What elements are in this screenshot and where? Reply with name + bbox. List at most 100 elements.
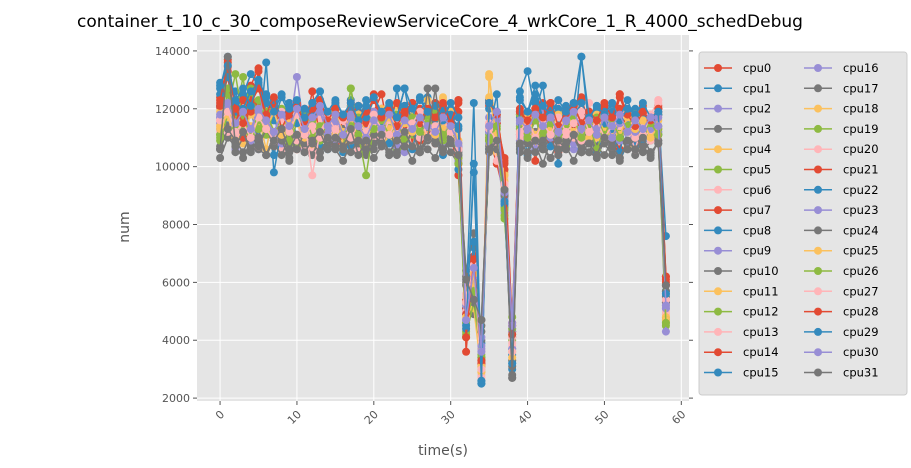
data-point [300, 113, 309, 122]
data-point [554, 96, 563, 105]
data-point [654, 139, 663, 148]
data-point [223, 52, 232, 61]
data-point [362, 145, 371, 154]
data-point [362, 136, 371, 145]
data-point [569, 99, 578, 107]
data-point [577, 133, 586, 142]
data-point [292, 73, 301, 81]
legend-label: cpu26 [843, 264, 879, 278]
data-point [292, 145, 301, 154]
data-point [646, 113, 655, 122]
data-point [439, 145, 447, 154]
data-point [239, 96, 248, 105]
data-point [285, 127, 294, 136]
legend-label: cpu30 [843, 345, 879, 359]
data-point [308, 136, 317, 145]
data-point [446, 136, 455, 145]
legend-entry-cpu29: cpu29 [804, 325, 879, 339]
x-tick-label: 60 [669, 408, 688, 427]
legend-entry-cpu15: cpu15 [704, 366, 779, 380]
data-point [508, 373, 517, 382]
x-tick-label: 40 [516, 408, 535, 427]
data-point [577, 99, 586, 107]
legend-entry-cpu17: cpu17 [804, 81, 879, 95]
data-point [638, 133, 647, 142]
data-point [477, 376, 486, 385]
data-point [354, 116, 363, 125]
data-point [377, 125, 386, 133]
data-point [631, 145, 640, 154]
legend-marker [714, 246, 722, 255]
legend-marker [814, 327, 822, 336]
data-point [300, 125, 309, 133]
legend-box [698, 51, 908, 396]
data-point [623, 104, 632, 113]
data-point [554, 127, 563, 136]
legend-marker [714, 307, 722, 316]
data-point [300, 148, 309, 157]
data-point [400, 127, 409, 136]
data-point [638, 116, 647, 125]
data-point [346, 125, 355, 133]
data-point [562, 127, 570, 136]
data-point [415, 96, 424, 105]
data-point [600, 151, 609, 160]
data-point [608, 151, 617, 160]
data-point [654, 96, 663, 105]
data-point [523, 148, 532, 157]
y-tick-label: 6000 [162, 276, 190, 289]
data-point [523, 116, 532, 125]
data-point [623, 127, 632, 136]
data-point [231, 148, 240, 157]
data-point [269, 168, 278, 177]
data-point [392, 148, 401, 157]
series-layer [216, 52, 670, 388]
legend-entry-cpu7: cpu7 [704, 203, 771, 217]
data-point [492, 136, 501, 145]
legend-label: cpu7 [743, 203, 771, 217]
data-point [269, 93, 278, 102]
data-point [485, 145, 494, 154]
legend-marker [714, 185, 722, 194]
chart-title: container_t_10_c_30_composeReviewService… [77, 12, 803, 32]
data-point [469, 99, 478, 107]
data-point [331, 142, 340, 151]
data-point [538, 113, 547, 122]
data-point [615, 110, 624, 119]
data-point [331, 110, 340, 119]
legend-entry-cpu8: cpu8 [704, 223, 771, 237]
legend-label: cpu19 [843, 122, 879, 136]
legend-entry-cpu10: cpu10 [704, 264, 779, 278]
data-point [562, 145, 570, 154]
data-point [308, 122, 317, 131]
legend-label: cpu23 [843, 203, 879, 217]
data-point [431, 113, 440, 122]
data-point [285, 154, 294, 162]
data-point [415, 148, 424, 157]
legend-entry-cpu14: cpu14 [704, 345, 779, 359]
legend-marker [814, 287, 822, 296]
data-point [623, 96, 632, 105]
data-point [485, 73, 494, 81]
x-tick-label: 20 [362, 408, 381, 427]
data-point [216, 101, 225, 110]
legend-entry-cpu4: cpu4 [704, 142, 771, 156]
data-point [446, 99, 455, 107]
data-point [654, 122, 663, 131]
data-point [392, 84, 401, 93]
legend-entry-cpu13: cpu13 [704, 325, 779, 339]
data-point [462, 321, 471, 330]
data-point [615, 90, 624, 99]
legend-marker [814, 206, 822, 215]
x-tick-label: 30 [439, 408, 458, 427]
data-point [346, 148, 355, 157]
data-point [392, 136, 401, 145]
data-point [569, 156, 578, 165]
legend-marker [814, 267, 822, 275]
data-point [477, 316, 486, 324]
series-cpu29 [216, 52, 670, 385]
data-point [477, 347, 486, 356]
data-point [369, 110, 378, 119]
legend-entry-cpu0: cpu0 [704, 61, 771, 75]
data-point [492, 107, 501, 116]
